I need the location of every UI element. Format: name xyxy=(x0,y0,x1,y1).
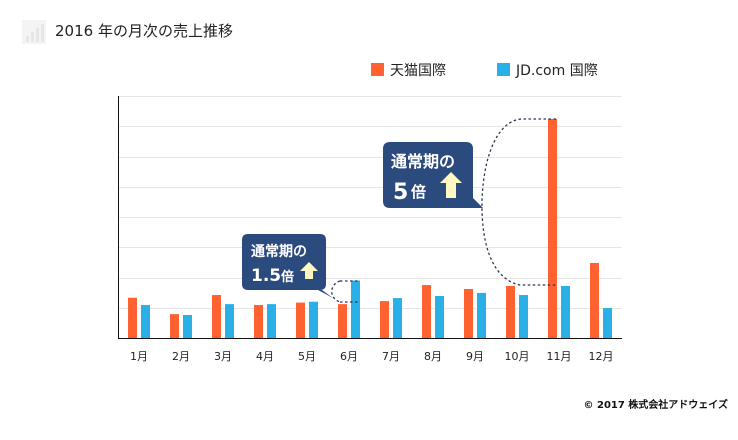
legend-label-tmall: 天猫国際 xyxy=(390,63,446,79)
legend: 天猫国際 JD.com 国際 xyxy=(371,63,598,79)
bar-tmall-7 xyxy=(380,301,389,338)
bar-jd-4 xyxy=(267,304,276,338)
callout-line1: 通常期の xyxy=(251,243,307,260)
annotation-6-month: 通常期の 1.5 倍 xyxy=(242,234,358,303)
legend-swatch-tmall xyxy=(371,63,384,76)
callout-box xyxy=(242,234,333,298)
x-tick-label: 10月 xyxy=(505,350,530,363)
callout-value: 1.5 xyxy=(251,266,281,286)
copyright: © 2017 株式会社アドウェイズ xyxy=(584,398,729,411)
dashed-bracket xyxy=(331,280,358,303)
bar-jd-2 xyxy=(183,315,192,338)
bar-jd-1 xyxy=(141,305,150,338)
chart-title: 2016 年の月次の売上推移 xyxy=(55,22,233,40)
dashed-bracket xyxy=(481,118,556,286)
bar-jd-9 xyxy=(477,292,486,338)
x-tick-label: 8月 xyxy=(424,350,442,363)
x-tick-label: 6月 xyxy=(340,350,358,363)
x-tick-label: 2月 xyxy=(172,350,190,363)
title-icon xyxy=(22,20,46,44)
bar-tmall-11 xyxy=(548,118,557,339)
x-tick-label: 12月 xyxy=(589,350,614,363)
bar-tmall-2 xyxy=(170,314,179,338)
bar-tmall-8 xyxy=(422,285,431,338)
bar-jd-7 xyxy=(393,298,402,338)
bar-jd-5 xyxy=(309,301,318,338)
callout-value: 5 xyxy=(393,180,408,205)
callout-line1: 通常期の xyxy=(391,152,455,171)
gridlines xyxy=(118,96,622,309)
bar-jd-8 xyxy=(435,295,444,338)
x-tick-label: 5月 xyxy=(298,350,316,363)
callout-suffix: 倍 xyxy=(411,183,426,201)
legend-swatch-jd xyxy=(497,63,510,76)
bar-jd-12 xyxy=(603,308,612,338)
legend-label-jd: JD.com 国際 xyxy=(515,63,598,79)
x-tick-label: 11月 xyxy=(547,350,572,363)
up-arrow-icon xyxy=(440,172,462,198)
bar-jd-3 xyxy=(225,304,234,338)
bar-tmall-4 xyxy=(254,305,263,338)
bar-tmall-12 xyxy=(590,262,599,338)
up-arrow-icon xyxy=(300,262,318,279)
bar-tmall-10 xyxy=(506,285,515,338)
bar-tmall-1 xyxy=(128,297,137,338)
x-tick-labels: 1月 2月 3月 4月 5月 6月 7月 8月 9月 10月 11月 12月 xyxy=(130,350,614,363)
x-tick-label: 9月 xyxy=(466,350,484,363)
x-tick-label: 3月 xyxy=(214,350,232,363)
x-tick-label: 1月 xyxy=(130,350,148,363)
bars xyxy=(128,118,612,339)
bar-tmall-9 xyxy=(464,288,473,338)
x-tick-label: 4月 xyxy=(256,350,274,363)
annotation-11-month: 通常期の 5 倍 xyxy=(383,118,556,286)
bar-tmall-5 xyxy=(296,302,305,338)
bar-jd-6 xyxy=(351,280,360,338)
bar-jd-10 xyxy=(519,295,528,338)
bar-tmall-6 xyxy=(338,304,347,338)
bar-jd-11 xyxy=(561,285,570,338)
callout-box xyxy=(383,142,483,208)
bar-tmall-3 xyxy=(212,295,221,338)
x-tick-label: 7月 xyxy=(382,350,400,363)
callout-suffix: 倍 xyxy=(281,269,294,285)
